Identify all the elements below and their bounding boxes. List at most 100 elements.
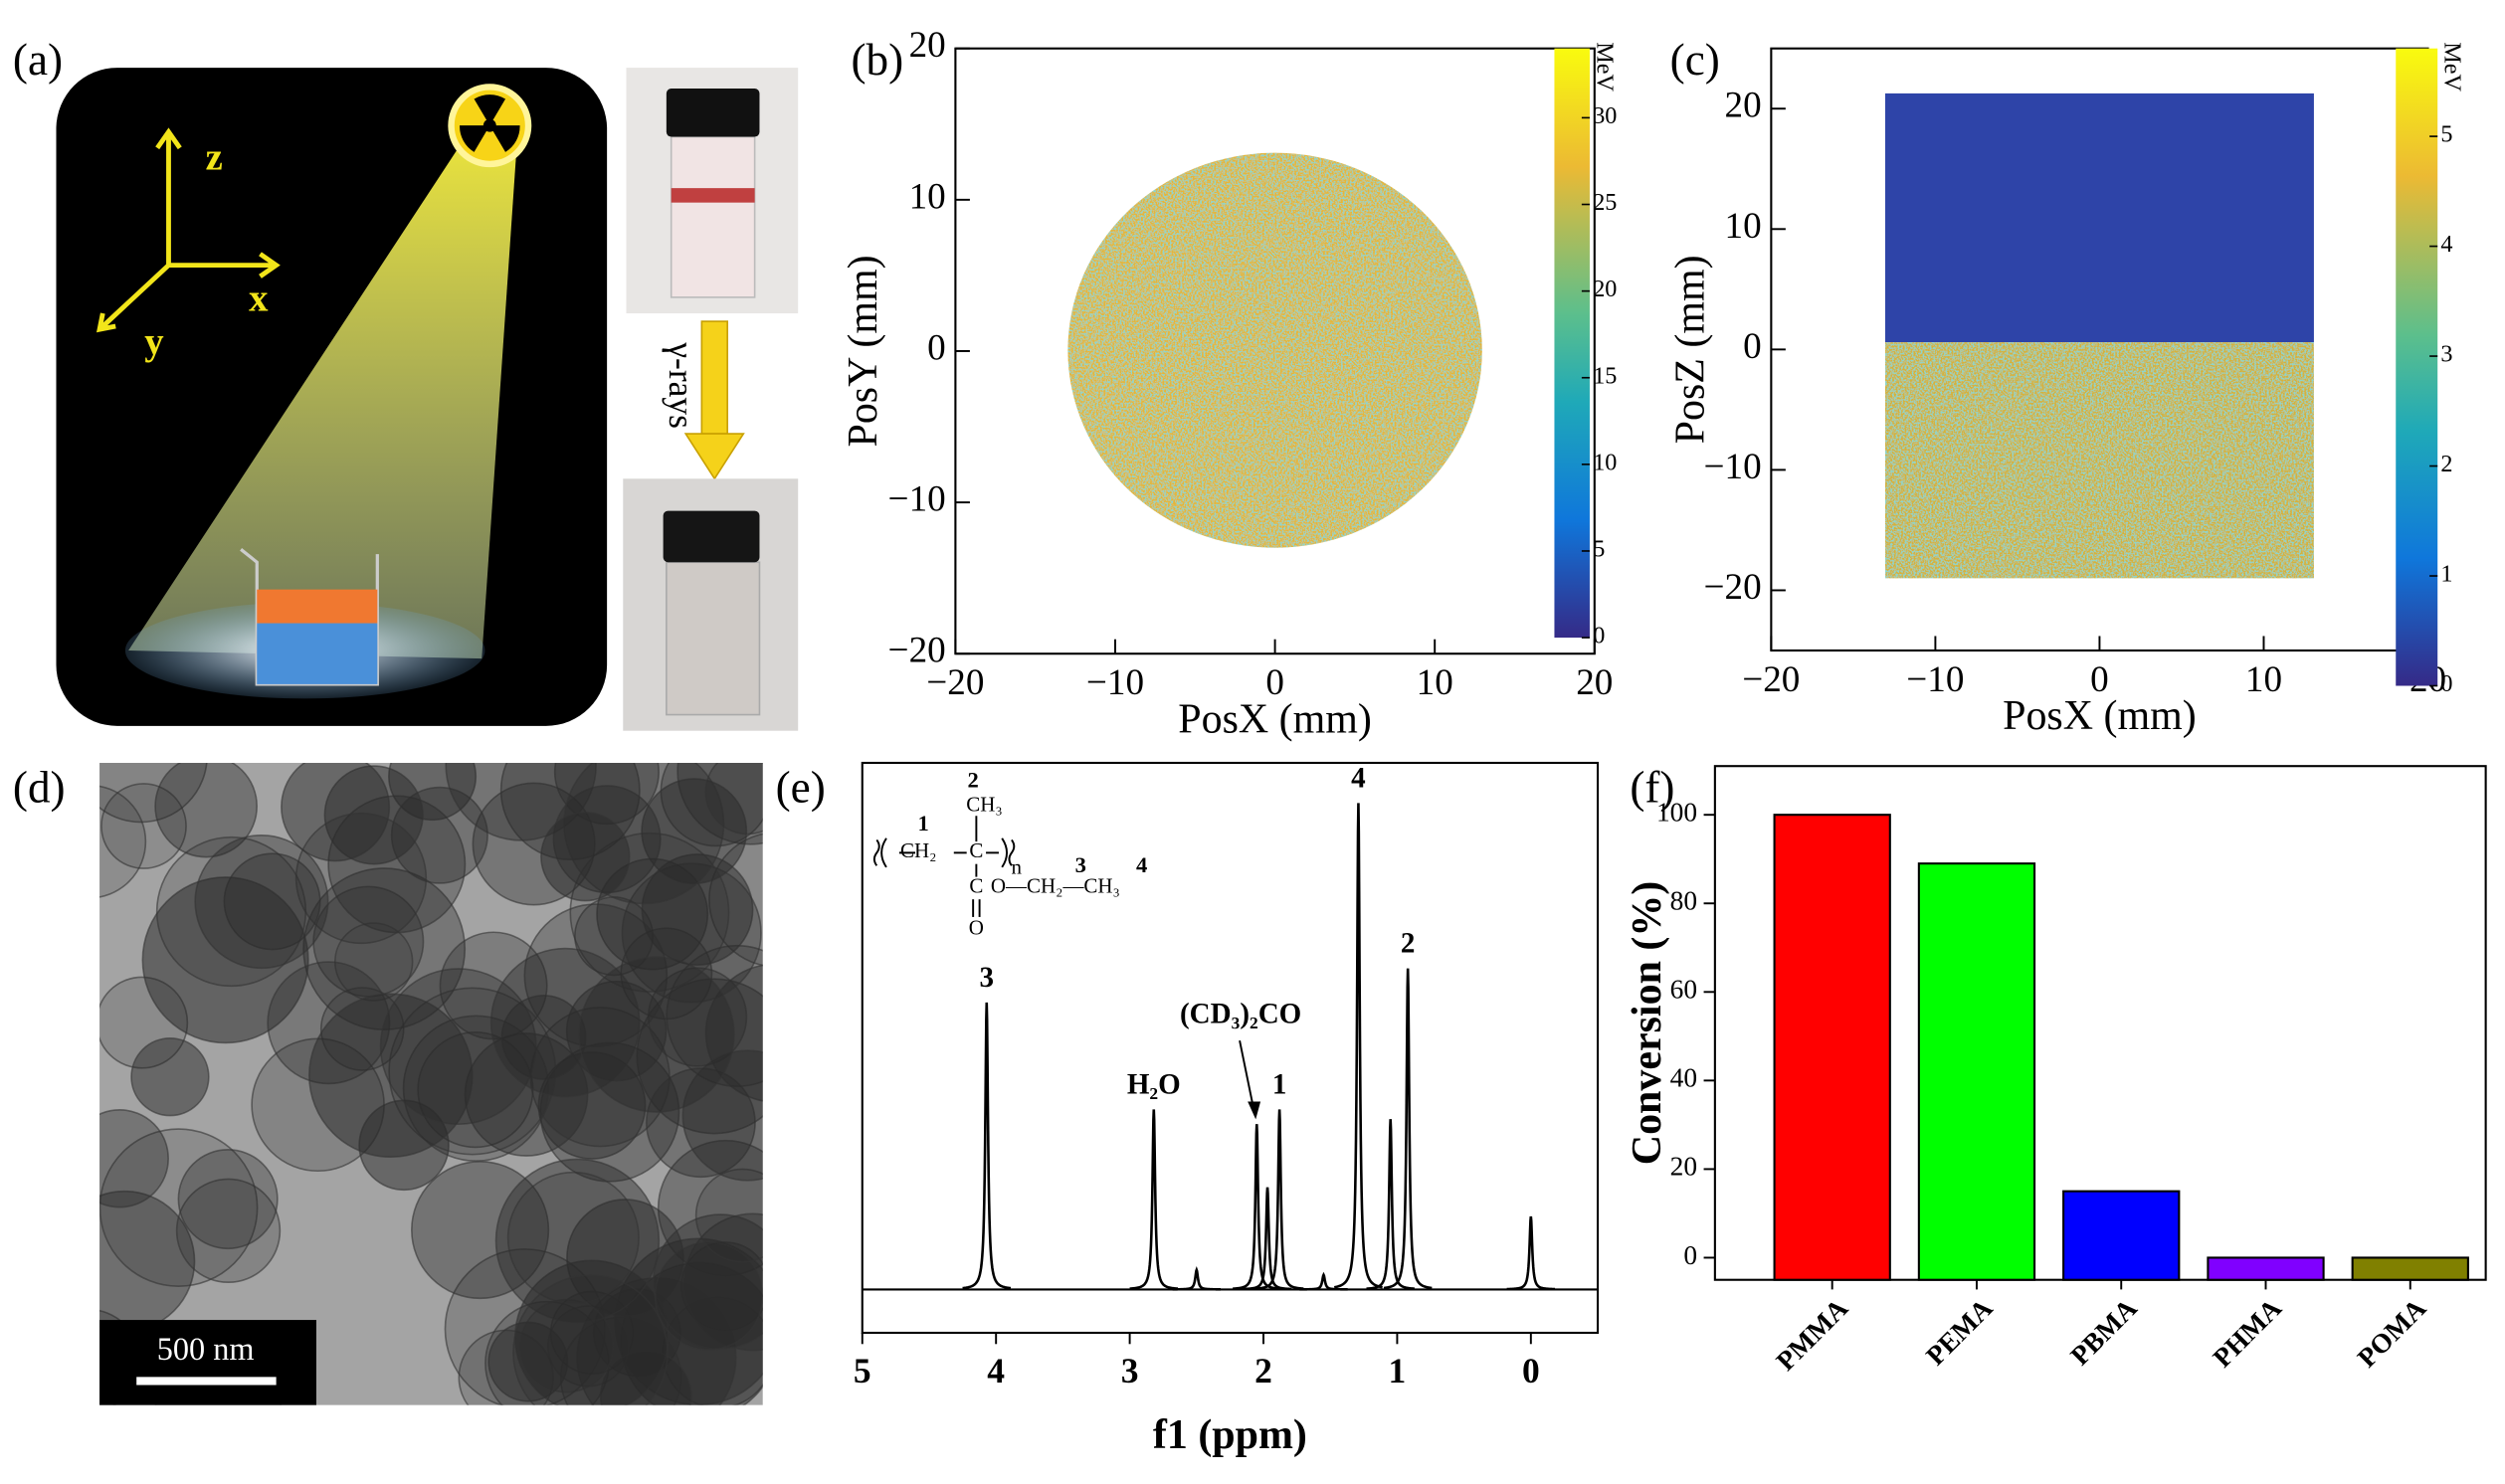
- x-axis-label: PosX (mm): [1178, 696, 1372, 742]
- panel-a: z x y (a) γ-rays: [13, 35, 799, 731]
- particle: [500, 994, 587, 1080]
- structure-text: 1: [917, 811, 928, 835]
- axis-x: x: [249, 278, 269, 320]
- panel-label: (a): [13, 35, 63, 85]
- particle: [194, 834, 329, 970]
- particle: [636, 978, 763, 1135]
- panel-label: (d): [13, 762, 66, 812]
- gamma-beam: [128, 141, 517, 659]
- particle: [519, 1298, 615, 1393]
- y-tick-label: 0: [1683, 1240, 1697, 1270]
- y-axis-label: Conversion (%): [1625, 881, 1670, 1165]
- peak: [1129, 1109, 1179, 1290]
- peak: [1506, 1215, 1556, 1291]
- particle: [308, 993, 474, 1159]
- x-tick-label: 0: [1265, 662, 1284, 703]
- particle: [694, 1168, 763, 1263]
- y-tick-label: 40: [1670, 1063, 1697, 1093]
- colorbar: [2396, 48, 2438, 686]
- x-axis-label: PosX (mm): [2003, 693, 2197, 739]
- particle: [99, 1109, 169, 1208]
- panel-d: 500 nm (d): [13, 762, 763, 1405]
- particle: [154, 762, 258, 858]
- x-tick-label: 10: [2245, 659, 2282, 700]
- heatmap-b: [1067, 152, 1482, 548]
- particle: [99, 785, 147, 898]
- panel-label: (f): [1630, 762, 1674, 812]
- x-tick-label: −10: [1906, 659, 1964, 700]
- arrow-label: γ-rays: [662, 341, 701, 429]
- x-tick-label: 5: [854, 1351, 871, 1391]
- y-tick-label: 20: [1725, 86, 1762, 126]
- dose-disk: [1067, 152, 1482, 548]
- y-axis-label: PosZ (mm): [1668, 255, 1714, 444]
- structure-text: O: [969, 916, 984, 940]
- colorbar-tick-label: 5: [2440, 121, 2452, 148]
- y-axis-label: PosY (mm): [841, 255, 886, 447]
- peak: [1172, 1265, 1222, 1291]
- colorbar-tick-label: 30: [1593, 102, 1617, 129]
- x-tick-label: PHMA: [2208, 1293, 2288, 1374]
- x-tick-label: 3: [1121, 1351, 1139, 1391]
- particle: [177, 1149, 279, 1250]
- particle: [99, 762, 208, 824]
- panel-label: (c): [1670, 35, 1720, 85]
- structure-text: CH₃: [966, 792, 1002, 816]
- x-tick-label: POMA: [2352, 1293, 2432, 1374]
- colorbar-tick-label: 1: [2440, 561, 2452, 588]
- colorbar-tick-label: 0: [2440, 670, 2452, 697]
- beaker: [240, 548, 379, 686]
- vial-cap: [666, 89, 760, 137]
- heatmap-c: [1884, 93, 2314, 579]
- peak-label: 1: [1272, 1069, 1287, 1101]
- arrow-head: [683, 433, 745, 480]
- x-tick-label: 10: [1417, 662, 1453, 703]
- aqueous-layer: [257, 623, 378, 684]
- particle: [512, 1274, 669, 1405]
- x-tick-label: 20: [1576, 662, 1613, 703]
- particle: [489, 947, 641, 1098]
- particle: [175, 1178, 282, 1284]
- particle: [494, 1158, 661, 1324]
- colorbar-label: MeV: [2439, 42, 2466, 92]
- colorbar-tick-label: 20: [1593, 276, 1617, 302]
- structure-text: O—CH₂—CH₃: [991, 874, 1120, 898]
- structure-text: C: [969, 874, 983, 898]
- colorbar-tick-label: 5: [1593, 536, 1605, 563]
- x-tick-label: 4: [987, 1351, 1005, 1391]
- x-tick-label: 2: [1254, 1351, 1272, 1391]
- x-tick-label: 1: [1389, 1351, 1407, 1391]
- particle: [641, 778, 748, 885]
- monomer-layer: [257, 589, 378, 624]
- colorbar-tick-label: 15: [1593, 362, 1617, 389]
- scale-bar-box: [99, 1320, 316, 1405]
- structure-bonds: [872, 816, 1016, 917]
- x-tick-label: PEMA: [1920, 1293, 1998, 1371]
- colorbar-tick-label: 25: [1593, 189, 1617, 216]
- peak-label: 2: [1401, 928, 1416, 960]
- y-tick-label: 60: [1670, 975, 1697, 1005]
- colorbar-tick-label: 2: [2440, 451, 2452, 477]
- colorbar-tick-label: 10: [1593, 449, 1617, 475]
- y-tick-label: −10: [888, 479, 946, 520]
- particle: [130, 1037, 210, 1117]
- panel-label: (b): [851, 35, 903, 85]
- peak-label: (CD₃)₂CO: [1180, 999, 1301, 1030]
- x-tick-label: PMMA: [1771, 1293, 1854, 1377]
- particle: [537, 1051, 647, 1160]
- structure-text: C: [969, 838, 983, 862]
- y-tick-label: −20: [1704, 567, 1762, 608]
- particle: [281, 762, 391, 862]
- peak: [1383, 968, 1433, 1290]
- axis-z: z: [206, 136, 223, 179]
- colorbar-tick-label: 0: [1593, 623, 1605, 649]
- dose-empty-region: [1884, 93, 2314, 343]
- annotation-arrow: [1239, 1040, 1255, 1112]
- y-tick-label: 20: [1670, 1152, 1697, 1182]
- colorbar: [1554, 48, 1590, 639]
- particle: [578, 956, 735, 1113]
- y-tick-label: −10: [1704, 447, 1762, 487]
- x-tick-label: 0: [1522, 1351, 1540, 1391]
- structure-text: 2: [967, 768, 978, 793]
